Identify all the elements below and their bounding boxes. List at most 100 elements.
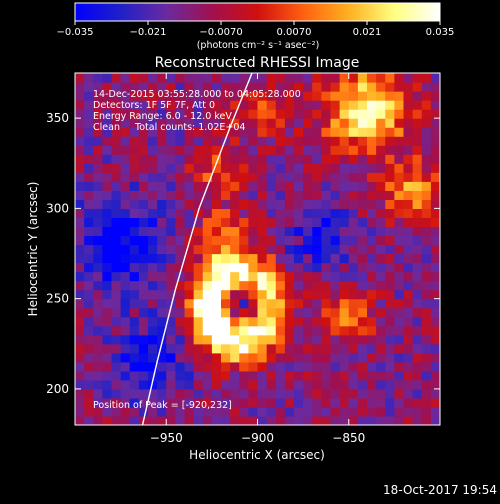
heatmap-cell [357, 397, 368, 408]
heatmap-cell [184, 325, 195, 336]
heatmap-cell [193, 352, 204, 363]
heatmap-cell [312, 163, 322, 173]
heatmap-cell [239, 100, 249, 110]
heatmap-cell [93, 244, 103, 255]
heatmap-cell [330, 343, 341, 354]
heatmap-cell [275, 118, 286, 128]
heatmap-cell [348, 379, 359, 390]
heatmap-cell [239, 109, 249, 119]
heatmap-cell [357, 298, 368, 309]
heatmap-cell [102, 253, 113, 264]
heatmap-cell [93, 325, 103, 336]
heatmap-cell [248, 127, 259, 137]
heatmap-cell [430, 352, 440, 363]
heatmap-cell [367, 127, 377, 137]
heatmap-cell [357, 244, 368, 255]
heatmap-cell [294, 334, 304, 345]
heatmap-cell [394, 190, 405, 200]
heatmap-cell [211, 109, 222, 119]
heatmap-cell [421, 82, 432, 92]
heatmap-cell [211, 253, 222, 264]
heatmap-cell [75, 73, 85, 83]
heatmap-cell [211, 298, 222, 309]
heatmap-cell [148, 262, 158, 273]
heatmap-cell [120, 415, 131, 425]
heatmap-cell [321, 379, 332, 390]
heatmap-cell [321, 226, 332, 237]
heatmap-cell [84, 370, 94, 381]
heatmap-cell [412, 91, 423, 101]
heatmap-cell [412, 100, 423, 110]
heatmap-cell [221, 289, 231, 300]
heatmap-cell [348, 406, 359, 417]
heatmap-cell [421, 388, 432, 399]
heatmap-cell [75, 226, 85, 237]
y-tick-label: 300 [46, 201, 69, 215]
x-tick-label: −900 [241, 431, 274, 445]
heatmap-cell [303, 370, 313, 381]
heatmap-cell [294, 325, 304, 336]
heatmap-cell [376, 235, 386, 246]
heatmap-cell [239, 388, 249, 399]
heatmap-cell [111, 181, 122, 191]
heatmap-cell [166, 136, 176, 146]
heatmap-cell [357, 415, 368, 425]
heatmap-cell [257, 100, 268, 110]
heatmap-cell [367, 91, 377, 101]
heatmap-cell [221, 109, 231, 119]
heatmap-cell [266, 172, 277, 182]
heatmap-cell [339, 190, 350, 200]
heatmap-cell [421, 190, 432, 200]
heatmap-cell [184, 73, 195, 83]
heatmap-cell [284, 217, 295, 228]
heatmap-cell [102, 271, 113, 282]
heatmap-cell [93, 235, 103, 246]
heatmap-cell [230, 334, 240, 345]
heatmap-cell [129, 226, 140, 237]
heatmap-cell [312, 244, 322, 255]
heatmap-cell [294, 415, 304, 425]
heatmap-cell [111, 388, 122, 399]
heatmap-cell [275, 298, 286, 309]
heatmap-cell [376, 118, 386, 128]
heatmap-cell [257, 235, 268, 246]
heatmap-cell [403, 388, 414, 399]
heatmap-cell [312, 388, 322, 399]
heatmap-cell [284, 370, 295, 381]
heatmap-cell [421, 298, 432, 309]
heatmap-cell [84, 316, 94, 327]
heatmap-cell [157, 352, 167, 363]
heatmap-cell [421, 217, 432, 228]
heatmap-cell [303, 298, 313, 309]
heatmap-cell [275, 361, 286, 372]
heatmap-cell [403, 343, 414, 354]
heatmap-cell [175, 217, 186, 228]
heatmap-cell [412, 127, 423, 137]
heatmap-cell [303, 181, 313, 191]
heatmap-cell [284, 181, 295, 191]
heatmap-cell [166, 361, 176, 372]
heatmap-cell [412, 316, 423, 327]
heatmap-cell [348, 316, 359, 327]
heatmap-cell [138, 190, 149, 200]
heatmap-cell [221, 334, 231, 345]
heatmap-cell [294, 235, 304, 246]
heatmap-cell [339, 379, 350, 390]
heatmap-cell [157, 145, 167, 155]
heatmap-cell [348, 388, 359, 399]
heatmap-cell [111, 127, 122, 137]
heatmap-cell [193, 163, 204, 173]
heatmap-cell [339, 199, 350, 209]
heatmap-cell [175, 325, 186, 336]
heatmap-cell [175, 100, 186, 110]
heatmap-cell [266, 343, 277, 354]
heatmap-cell [193, 343, 204, 354]
heatmap-cell [339, 361, 350, 372]
heatmap-cell [412, 199, 423, 209]
heatmap-cell [294, 271, 304, 282]
heatmap-cell [184, 163, 195, 173]
heatmap-cell [129, 388, 140, 399]
heatmap-cell [430, 154, 440, 164]
heatmap-cell [321, 73, 332, 83]
heatmap-cell [421, 280, 432, 291]
